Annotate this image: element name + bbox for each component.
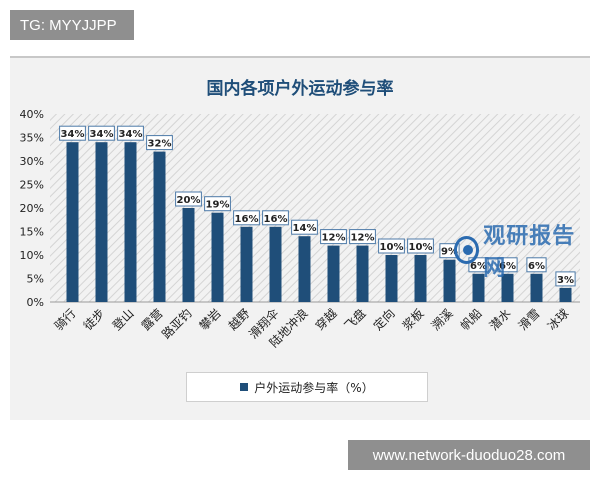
x-tick-label: 骑行 (52, 306, 79, 333)
data-label: 34% (61, 129, 85, 140)
plot-area (50, 114, 580, 302)
legend-label: 户外运动参与率（%） (254, 380, 374, 395)
bar (530, 273, 543, 302)
x-tick-label: 溯溪 (428, 306, 456, 334)
data-label: 32% (148, 139, 172, 150)
bar (124, 142, 137, 302)
bar (414, 255, 427, 302)
data-label: 10% (380, 242, 404, 253)
x-tick-label: 潜水 (487, 306, 514, 333)
tag-badge: TG: MYYJJPP (10, 10, 134, 40)
data-label: 3% (557, 275, 574, 286)
watermark-badge: www.network-duoduo28.com (348, 440, 590, 470)
bar (356, 245, 369, 302)
data-label-box (175, 191, 202, 207)
data-label-box (349, 229, 376, 245)
x-tick-label: 穿越 (312, 306, 340, 334)
data-label: 34% (90, 129, 114, 140)
data-label: 19% (206, 200, 230, 211)
bar (66, 142, 79, 302)
y-tick-label: 15% (20, 226, 44, 239)
bar (443, 259, 456, 302)
panel-top-line (10, 56, 590, 58)
data-label: 6% (499, 261, 516, 272)
data-label: 6% (470, 261, 487, 272)
data-label-box (378, 238, 405, 254)
data-label-box (59, 125, 86, 141)
data-label-box (320, 229, 347, 245)
data-label: 20% (177, 195, 201, 206)
bar (269, 226, 282, 302)
data-label: 9% (441, 247, 458, 258)
data-label-box (146, 135, 173, 151)
data-label: 34% (119, 129, 143, 140)
x-tick-label: 飞盘 (341, 306, 369, 334)
y-tick-label: 0% (27, 296, 44, 309)
data-label-box (555, 271, 576, 287)
y-tick-label: 20% (20, 202, 44, 215)
logo-text: 观研报告网 (483, 224, 576, 281)
x-tick-label: 攀岩 (196, 306, 224, 334)
data-label-box (526, 257, 547, 273)
bar (298, 236, 311, 302)
x-tick-label: 冰球 (545, 306, 572, 333)
data-label: 10% (409, 242, 433, 253)
chart-title: 国内各项户外运动参与率 (206, 79, 394, 99)
x-tick-label: 徒步 (81, 306, 108, 333)
bar (559, 287, 572, 302)
y-tick-label: 10% (20, 249, 44, 262)
data-label-box (204, 196, 231, 212)
bar (472, 273, 485, 302)
data-label: 6% (528, 261, 545, 272)
data-label-box (262, 210, 289, 226)
data-label: 16% (264, 214, 288, 225)
data-label-box (291, 219, 318, 235)
data-label-box (497, 257, 518, 273)
data-label: 12% (322, 233, 346, 244)
y-tick-label: 40% (20, 108, 44, 121)
bar (153, 151, 166, 302)
data-label-box (117, 125, 144, 141)
data-label-box (233, 210, 260, 226)
x-tick-label: 帆船 (457, 306, 485, 334)
data-label: 12% (351, 233, 375, 244)
x-tick-label: 登山 (109, 306, 137, 334)
logo-circle-icon (454, 236, 480, 264)
y-tick-label: 30% (20, 155, 44, 168)
chart-legend: 户外运动参与率（%） (186, 372, 428, 402)
y-tick-label: 35% (20, 132, 44, 145)
bar (182, 208, 195, 302)
bar (385, 255, 398, 302)
x-tick-label: 路亚钓 (159, 306, 195, 342)
x-tick-label: 浆板 (399, 306, 427, 334)
data-label: 14% (293, 223, 317, 234)
legend-swatch (240, 383, 249, 391)
x-tick-label: 定向 (370, 306, 398, 334)
bar (211, 212, 224, 302)
data-label-box (88, 125, 115, 141)
y-tick-label: 5% (27, 273, 44, 286)
bar (95, 142, 108, 302)
bar (240, 226, 253, 302)
bar (501, 273, 514, 302)
y-tick-label: 25% (20, 179, 44, 192)
site-logo: 观研报告网 (454, 224, 584, 281)
data-label-box (407, 238, 434, 254)
bar (327, 245, 340, 302)
x-tick-label: 滑雪 (516, 306, 543, 333)
data-label: 16% (235, 214, 259, 225)
